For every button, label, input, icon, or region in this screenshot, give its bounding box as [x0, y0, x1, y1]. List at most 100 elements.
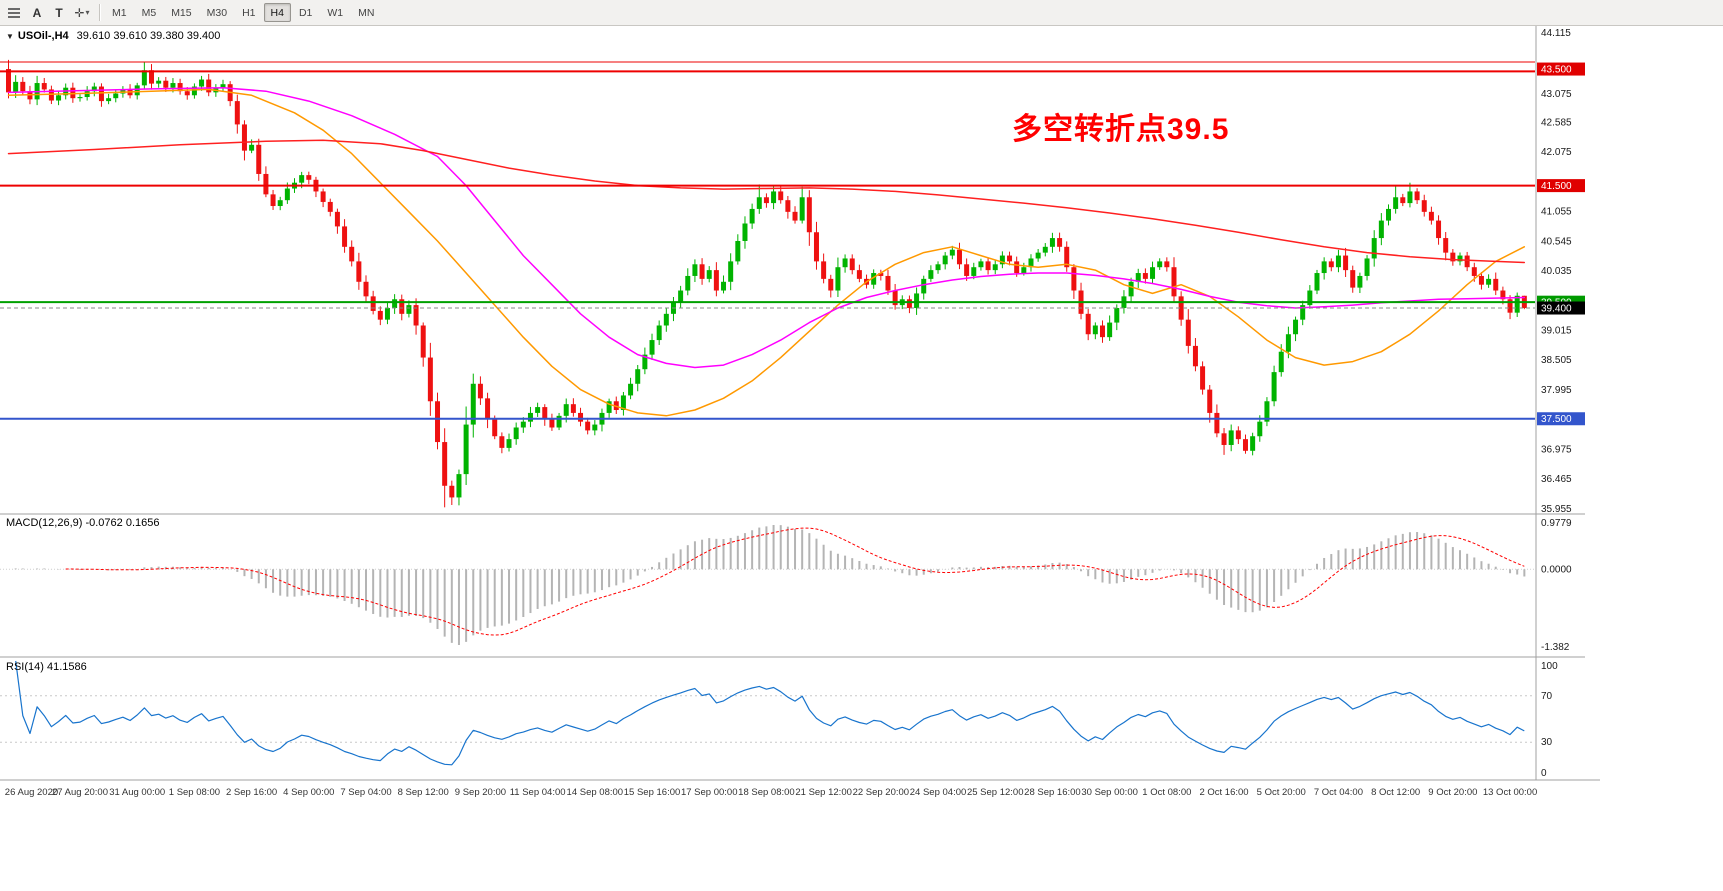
candle-body — [1478, 275, 1484, 285]
candle-body — [384, 308, 390, 320]
time-label[interactable]: 1 Sep 08:00 — [169, 787, 220, 798]
candle-body — [1321, 261, 1327, 274]
price-tick-label: 41.055 — [1541, 207, 1572, 218]
candle-body — [1357, 275, 1363, 288]
price-tick-label: 40.035 — [1541, 266, 1572, 277]
candle-body — [320, 191, 326, 202]
time-label[interactable]: 9 Oct 20:00 — [1428, 787, 1477, 798]
candle-body — [663, 313, 669, 326]
candle-body — [1464, 255, 1470, 268]
candle-body — [721, 281, 727, 291]
candle-body — [1457, 255, 1463, 262]
timeframe-H1[interactable]: H1 — [235, 3, 262, 22]
candle-body — [606, 401, 612, 413]
candle-body — [1264, 401, 1270, 422]
time-label[interactable]: 8 Sep 12:00 — [398, 787, 449, 798]
text-a-button[interactable]: A — [26, 2, 48, 23]
macd-axis-zero: 0.0000 — [1541, 564, 1572, 575]
time-label[interactable]: 22 Sep 20:00 — [853, 787, 910, 798]
candle-body — [363, 281, 369, 297]
timeframe-M1[interactable]: M1 — [105, 3, 134, 22]
price-tick-label: 39.015 — [1541, 325, 1572, 336]
time-label[interactable]: 11 Sep 04:00 — [510, 787, 566, 798]
candle-body — [1071, 267, 1077, 291]
time-label[interactable]: 8 Oct 12:00 — [1371, 787, 1420, 798]
time-label[interactable]: 9 Sep 20:00 — [455, 787, 506, 798]
time-label[interactable]: 27 Aug 20:00 — [52, 787, 108, 798]
time-label[interactable]: 18 Sep 08:00 — [738, 787, 795, 798]
time-label[interactable]: 7 Oct 04:00 — [1314, 787, 1363, 798]
symbol-title: USOil-,H4 — [17, 30, 69, 42]
time-label[interactable]: 25 Sep 12:00 — [967, 787, 1024, 798]
time-label[interactable]: 21 Sep 12:00 — [795, 787, 852, 798]
candle-body — [1443, 238, 1449, 253]
toolbar: A T ✛ ▾ M1 M5 M15 M30 H1 H4 D1 W1 MN — [0, 0, 1723, 26]
text-t-button[interactable]: T — [48, 2, 70, 23]
time-label[interactable]: 2 Sep 16:00 — [226, 787, 277, 798]
candle-body — [1436, 220, 1442, 239]
candle-body — [1107, 322, 1113, 338]
timeframe-M30[interactable]: M30 — [200, 3, 234, 22]
candle-body — [199, 79, 205, 87]
price-tick-label: 40.545 — [1541, 236, 1572, 247]
candle-body — [98, 86, 104, 102]
candle-body — [1099, 325, 1105, 338]
candle-body — [334, 211, 340, 227]
timeframe-W1[interactable]: W1 — [320, 3, 350, 22]
candle-body — [499, 436, 505, 448]
time-label[interactable]: 2 Oct 16:00 — [1199, 787, 1248, 798]
time-label[interactable]: 5 Oct 20:00 — [1257, 787, 1306, 798]
candle-body — [406, 305, 412, 314]
candle-body — [971, 267, 977, 276]
candle-body — [878, 273, 884, 276]
candle-body — [134, 85, 140, 96]
candle-body — [535, 407, 541, 413]
candle-body — [1428, 211, 1434, 221]
candle-body — [549, 418, 555, 428]
candle-body — [370, 296, 376, 311]
timeframe-MN[interactable]: MN — [351, 3, 381, 22]
candle-body — [992, 264, 998, 271]
time-label[interactable]: 26 Aug 2020 — [5, 787, 58, 798]
price-badge-label: 39.400 — [1541, 304, 1572, 315]
time-label[interactable]: 17 Sep 00:00 — [681, 787, 738, 798]
charts-list-icon[interactable] — [2, 1, 26, 24]
candle-body — [749, 208, 755, 224]
timeframe-D1[interactable]: D1 — [292, 3, 319, 22]
candle-body — [799, 197, 805, 221]
time-label[interactable]: 13 Oct 00:00 — [1483, 787, 1537, 798]
candle-body — [1064, 246, 1070, 268]
time-label[interactable]: 31 Aug 00:00 — [109, 787, 165, 798]
time-label[interactable]: 28 Sep 16:00 — [1024, 787, 1081, 798]
candle-body — [399, 299, 405, 314]
time-label[interactable]: 14 Sep 08:00 — [567, 787, 624, 798]
candle-body — [13, 81, 19, 93]
candle-body — [1057, 238, 1063, 247]
candle-body — [620, 395, 626, 411]
timeframe-H4[interactable]: H4 — [263, 3, 291, 22]
candle-body — [756, 197, 762, 209]
timeframe-M5[interactable]: M5 — [135, 3, 164, 22]
time-label[interactable]: 7 Sep 04:00 — [340, 787, 391, 798]
candle-body — [156, 80, 162, 84]
candle-body — [1150, 267, 1156, 279]
timeframe-M15[interactable]: M15 — [164, 3, 198, 22]
price-badge-label: 43.500 — [1541, 65, 1572, 76]
time-label[interactable]: 24 Sep 04:00 — [910, 787, 967, 798]
time-label[interactable]: 15 Sep 16:00 — [624, 787, 681, 798]
price-tick-label: 43.075 — [1541, 89, 1572, 100]
symbol-dropdown-icon[interactable]: ▼ — [6, 32, 14, 41]
candle-body — [570, 404, 576, 413]
crosshair-icon[interactable]: ✛ ▾ — [70, 1, 94, 24]
candle-body — [578, 412, 584, 422]
time-label[interactable]: 1 Oct 08:00 — [1142, 787, 1191, 798]
ma-line-fast-orange — [7, 88, 1526, 417]
candle-body — [706, 270, 712, 279]
candle-body — [935, 264, 941, 271]
price-tick-label: 37.995 — [1541, 385, 1572, 396]
time-label[interactable]: 30 Sep 00:00 — [1081, 787, 1138, 798]
candle-body — [106, 98, 112, 102]
candle-body — [141, 70, 147, 86]
time-label[interactable]: 4 Sep 00:00 — [283, 787, 334, 798]
